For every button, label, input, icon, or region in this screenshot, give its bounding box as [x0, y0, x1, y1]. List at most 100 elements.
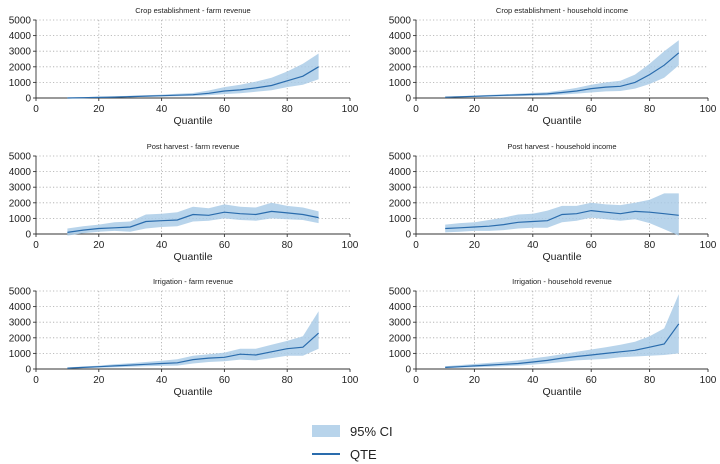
panel-crop-establishment-farm-revenue: Crop establishment - farm revenue 0 20 40 60…: [9, 6, 359, 127]
x-tick-label: 40: [156, 240, 168, 251]
y-tick-label: 0: [405, 365, 411, 376]
y-tick-label: 5000: [389, 287, 412, 298]
x-tick-label: 100: [700, 375, 717, 386]
y-tick-label: 1000: [389, 349, 412, 360]
x-tick-label: 0: [33, 104, 39, 115]
x-tick-label: 80: [282, 240, 294, 251]
x-tick-label: 20: [469, 375, 481, 386]
x-tick-label: 80: [644, 104, 656, 115]
x-tick-label: 60: [219, 375, 231, 386]
y-tick-label: 4000: [389, 167, 412, 178]
y-tick-label: 3000: [9, 318, 32, 329]
y-tick-label: 5000: [9, 152, 32, 163]
panel-title: Post harvest - household income: [507, 142, 616, 151]
legend-ci-label: 95% CI: [350, 424, 393, 439]
x-tick-label: 80: [644, 375, 656, 386]
legend-qte-label: QTE: [350, 447, 377, 462]
ci-band: [445, 294, 679, 369]
qte-line: [445, 52, 680, 98]
x-tick-label: 0: [413, 240, 419, 251]
panel-title: Irrigation - household revenue: [512, 277, 612, 286]
y-tick-label: 3000: [389, 47, 412, 58]
x-tick-label: 100: [700, 104, 717, 115]
x-tick-label: 40: [156, 375, 168, 386]
qte-line: [67, 210, 319, 233]
y-tick-label: 5000: [9, 287, 32, 298]
y-tick-label: 4000: [389, 31, 412, 42]
y-tick-label: 0: [25, 94, 31, 105]
x-tick-label: 20: [93, 104, 105, 115]
y-tick-label: 4000: [9, 167, 32, 178]
panel-title: Crop establishment - household income: [496, 6, 628, 15]
y-tick-label: 1000: [389, 78, 412, 89]
x-tick-label: 0: [33, 240, 39, 251]
ci-band: [445, 40, 679, 98]
panel-title: Crop establishment - farm revenue: [135, 6, 250, 15]
y-tick-label: 5000: [389, 16, 412, 27]
y-tick-label: 3000: [9, 183, 32, 194]
x-tick-label: 40: [156, 104, 168, 115]
y-tick-label: 0: [405, 94, 411, 105]
y-tick-label: 1000: [389, 214, 412, 225]
x-tick-label: 100: [342, 104, 359, 115]
panel-title: Post harvest - farm revenue: [147, 142, 240, 151]
x-tick-label: 0: [413, 104, 419, 115]
y-tick-label: 4000: [389, 302, 412, 313]
x-tick-label: 60: [586, 240, 598, 251]
y-tick-label: 1000: [9, 78, 32, 89]
y-tick-label: 1000: [9, 349, 32, 360]
x-tick-label: 20: [469, 240, 481, 251]
x-tick-label: 60: [219, 104, 231, 115]
qte-line: [67, 66, 319, 99]
x-tick-label: 40: [527, 104, 539, 115]
ci-band: [67, 202, 319, 236]
x-axis-label: Quantile: [542, 115, 581, 127]
x-tick-label: 20: [469, 104, 481, 115]
x-tick-label: 0: [33, 375, 39, 386]
y-tick-label: 4000: [9, 31, 32, 42]
panel-post-harvest-household-income: Post harvest - household income 0 20 40 60 80…: [389, 142, 717, 263]
x-axis-label: Quantile: [173, 386, 212, 398]
x-tick-label: 60: [586, 104, 598, 115]
x-tick-label: 60: [219, 240, 231, 251]
panel-title: Irrigation - farm revenue: [153, 277, 233, 286]
y-tick-label: 0: [25, 230, 31, 241]
y-tick-label: 4000: [9, 302, 32, 313]
legend: 95% CI QTE: [312, 424, 393, 462]
x-tick-label: 20: [93, 240, 105, 251]
x-tick-label: 40: [527, 240, 539, 251]
qte-line: [445, 323, 680, 368]
x-tick-label: 40: [527, 375, 539, 386]
x-axis-label: Quantile: [542, 386, 581, 398]
x-tick-label: 0: [413, 375, 419, 386]
y-tick-label: 5000: [9, 16, 32, 27]
x-tick-label: 100: [700, 240, 717, 251]
legend-ci-swatch: [312, 425, 340, 437]
qte-line: [445, 209, 679, 230]
y-tick-label: 2000: [9, 62, 32, 73]
y-tick-label: 1000: [9, 214, 32, 225]
y-tick-label: 2000: [389, 198, 412, 209]
y-tick-label: 2000: [389, 62, 412, 73]
x-axis-label: Quantile: [173, 251, 212, 263]
x-axis-label: Quantile: [173, 115, 212, 127]
panel-crop-establishment-household-income: Crop establishment - household income 0 20…: [389, 6, 717, 127]
x-tick-label: 80: [282, 104, 294, 115]
x-tick-label: 60: [586, 375, 598, 386]
x-tick-label: 80: [644, 240, 656, 251]
ci-band: [67, 311, 319, 369]
qte-line: [67, 332, 320, 369]
y-tick-label: 2000: [389, 333, 412, 344]
x-tick-label: 100: [342, 240, 359, 251]
ci-band: [67, 53, 319, 99]
y-tick-label: 5000: [389, 152, 412, 163]
x-axis-label: Quantile: [542, 251, 581, 263]
y-tick-label: 2000: [9, 333, 32, 344]
y-tick-label: 0: [25, 365, 31, 376]
y-tick-label: 2000: [9, 198, 32, 209]
x-tick-label: 100: [342, 375, 359, 386]
y-tick-label: 3000: [9, 47, 32, 58]
